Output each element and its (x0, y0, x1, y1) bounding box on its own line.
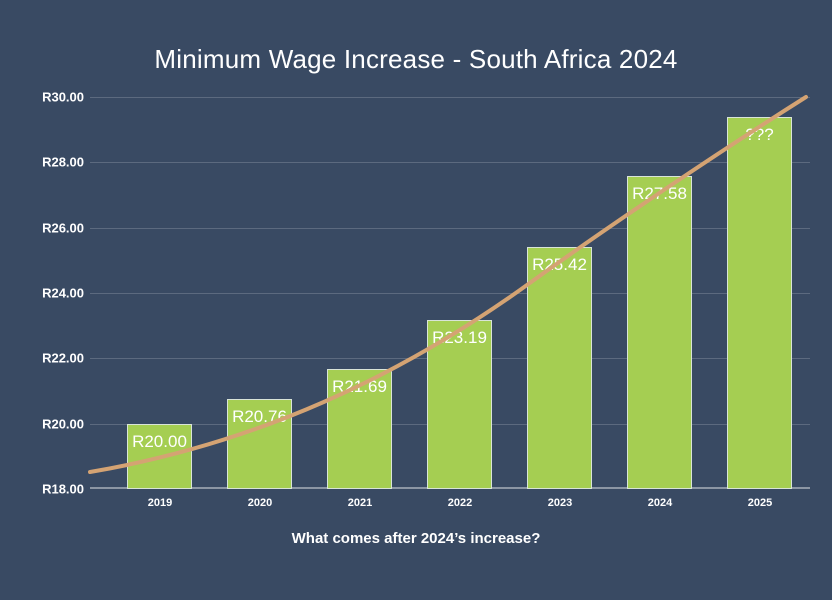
bar-2022[interactable]: R23.19 (427, 319, 492, 489)
y-axis-tick-28: R28.00 (42, 154, 84, 170)
y-axis-tick-26: R26.00 (42, 220, 84, 236)
bar-value-label: R25.42 (532, 254, 587, 274)
chart-title: Minimum Wage Increase - South Africa 202… (154, 44, 678, 74)
y-axis-tick-22: R22.00 (42, 350, 84, 366)
bar-2024[interactable]: R27.58 (627, 176, 692, 489)
gridline (90, 162, 810, 164)
y-axis-tick-20: R20.00 (42, 416, 84, 432)
x-axis-tick-2022: 2022 (447, 497, 473, 509)
chart-caption: What comes after 2024’s increase? (291, 530, 541, 547)
bar-2020[interactable]: R20.76 (227, 398, 292, 489)
gridline (90, 97, 810, 98)
plot-area: R20.00 R20.76 R21.69 R23.19 R25.42 R27.5… (90, 97, 810, 489)
bar-2023[interactable]: R25.42 (527, 246, 592, 489)
x-axis-tick-2023: 2023 (547, 497, 573, 509)
bar-value-label: R23.19 (432, 327, 487, 347)
x-axis-tick-2024: 2024 (647, 497, 673, 509)
x-axis-tick-2020: 2020 (247, 497, 273, 509)
bar-value-label: R20.76 (232, 406, 287, 426)
bar-2021[interactable]: R21.69 (327, 368, 392, 489)
x-axis-tick-2021: 2021 (347, 497, 373, 509)
x-axis-tick-2019: 2019 (147, 497, 173, 509)
bar-value-label: ??? (745, 124, 774, 144)
gridline (90, 293, 810, 294)
y-axis-tick-18: R18.00 (42, 481, 84, 497)
bar-2019[interactable]: R20.00 (127, 423, 192, 489)
bar-value-label: R27.58 (632, 184, 687, 203)
bar-value-label: R20.00 (132, 431, 187, 451)
gridline (90, 227, 810, 229)
bar-value-label: R21.69 (332, 376, 387, 396)
bar-2025[interactable]: ??? (727, 116, 792, 489)
y-axis-tick-30: R30.00 (42, 89, 84, 105)
y-axis-tick-24: R24.00 (42, 285, 84, 301)
x-axis-tick-2025: 2025 (747, 497, 773, 509)
